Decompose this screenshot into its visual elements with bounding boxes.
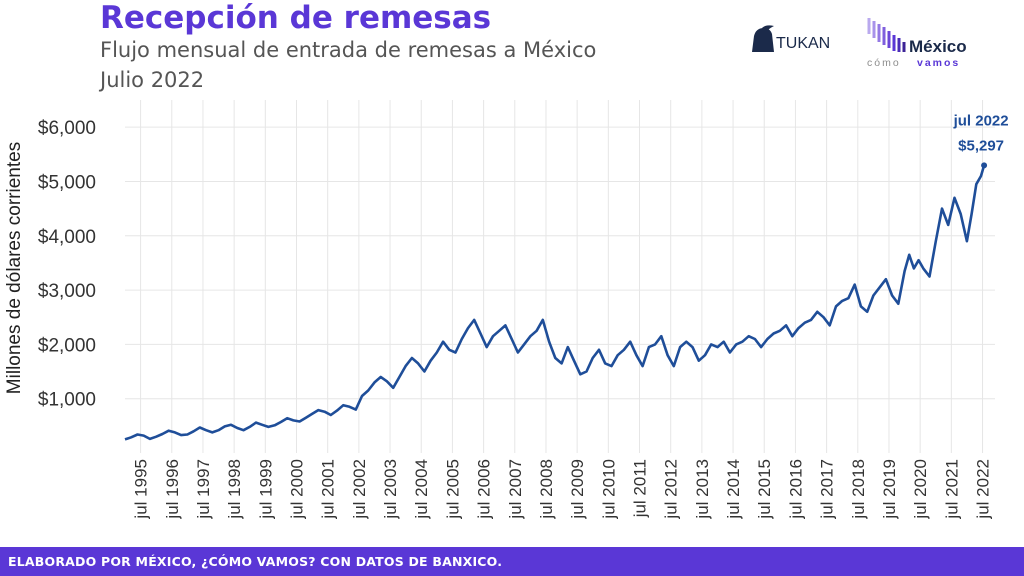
chart-title: Recepción de remesas <box>100 0 492 36</box>
x-tick-label: jul 1997 <box>194 459 213 520</box>
chart-subtitle: Flujo mensual de entrada de remesas a Mé… <box>100 38 597 62</box>
tukan-logo: TUKAN <box>752 25 830 52</box>
y-tick-label: $3,000 <box>38 281 96 302</box>
chart-period: Julio 2022 <box>100 68 205 92</box>
x-tick-label: jul 1998 <box>225 459 244 520</box>
x-tick-label: jul 2008 <box>537 459 556 520</box>
y-tick-label: $2,000 <box>38 335 96 356</box>
mcv-tagline-vamos: vamos <box>917 57 960 68</box>
x-tick-label: jul 2012 <box>662 459 681 520</box>
tukan-wordmark: TUKAN <box>776 35 830 52</box>
y-tick-label: $5,000 <box>38 172 96 193</box>
last-value-point <box>981 162 988 169</box>
x-tick-label: jul 2011 <box>631 459 650 518</box>
x-axis: jul 1995 jul 1996 jul 1997 jul 1998 jul 1999… <box>132 459 993 520</box>
toucan-icon <box>752 25 774 52</box>
x-tick-label: jul 2005 <box>443 459 462 520</box>
source-credit: ELABORADO POR MÉXICO, ¿CÓMO VAMOS? CON D… <box>8 554 503 569</box>
x-tick-label: jul 2007 <box>506 459 525 520</box>
x-tick-label: jul 2017 <box>818 459 837 520</box>
x-tick-label: jul 1999 <box>256 459 275 520</box>
mcv-tagline-como: cómo <box>867 57 901 68</box>
y-tick-label: $1,000 <box>38 390 96 411</box>
x-tick-label: jul 1995 <box>132 459 151 520</box>
x-tick-label: jul 2006 <box>475 459 494 520</box>
y-axis-label: Millones de dólares corrientes <box>4 142 25 394</box>
x-tick-label: jul 2015 <box>755 459 774 520</box>
x-tick-label: jul 2016 <box>786 459 805 520</box>
x-tick-label: jul 2022 <box>974 459 993 520</box>
mexico-como-vamos-logo: México cómo vamos <box>867 18 967 68</box>
x-tick-label: jul 2003 <box>381 459 400 520</box>
x-tick-label: jul 2004 <box>412 459 431 520</box>
x-tick-label: jul 2020 <box>911 459 930 520</box>
y-axis: $1,000 $2,000 $3,000 $4,000 $5,000 $6,000 <box>38 118 96 411</box>
grid-lines <box>125 100 995 453</box>
remittances-line-chart: $1,000 $2,000 $3,000 $4,000 $5,000 $6,000 jul… <box>4 100 1009 520</box>
x-tick-label: jul 2021 <box>942 459 961 520</box>
y-tick-label: $6,000 <box>38 118 96 139</box>
x-tick-label: jul 2002 <box>350 459 369 520</box>
x-tick-label: jul 2000 <box>288 459 307 520</box>
x-tick-label: jul 2019 <box>880 459 899 520</box>
x-tick-label: jul 2013 <box>693 459 712 520</box>
x-tick-label: jul 2014 <box>724 459 743 520</box>
x-tick-label: jul 2001 <box>319 459 338 520</box>
annotation-date: jul 2022 <box>953 112 1009 129</box>
mcv-wordmark: México <box>909 37 967 56</box>
x-tick-label: jul 2010 <box>599 459 618 520</box>
bars-icon <box>867 18 906 52</box>
remittances-series-line <box>124 164 986 441</box>
annotation-value: $5,297 <box>958 137 1004 154</box>
x-tick-label: jul 2018 <box>849 459 868 520</box>
footer-bar: ELABORADO POR MÉXICO, ¿CÓMO VAMOS? CON D… <box>0 547 1024 576</box>
x-tick-label: jul 1996 <box>163 459 182 520</box>
y-tick-label: $4,000 <box>38 227 96 248</box>
x-tick-label: jul 2009 <box>568 459 587 520</box>
